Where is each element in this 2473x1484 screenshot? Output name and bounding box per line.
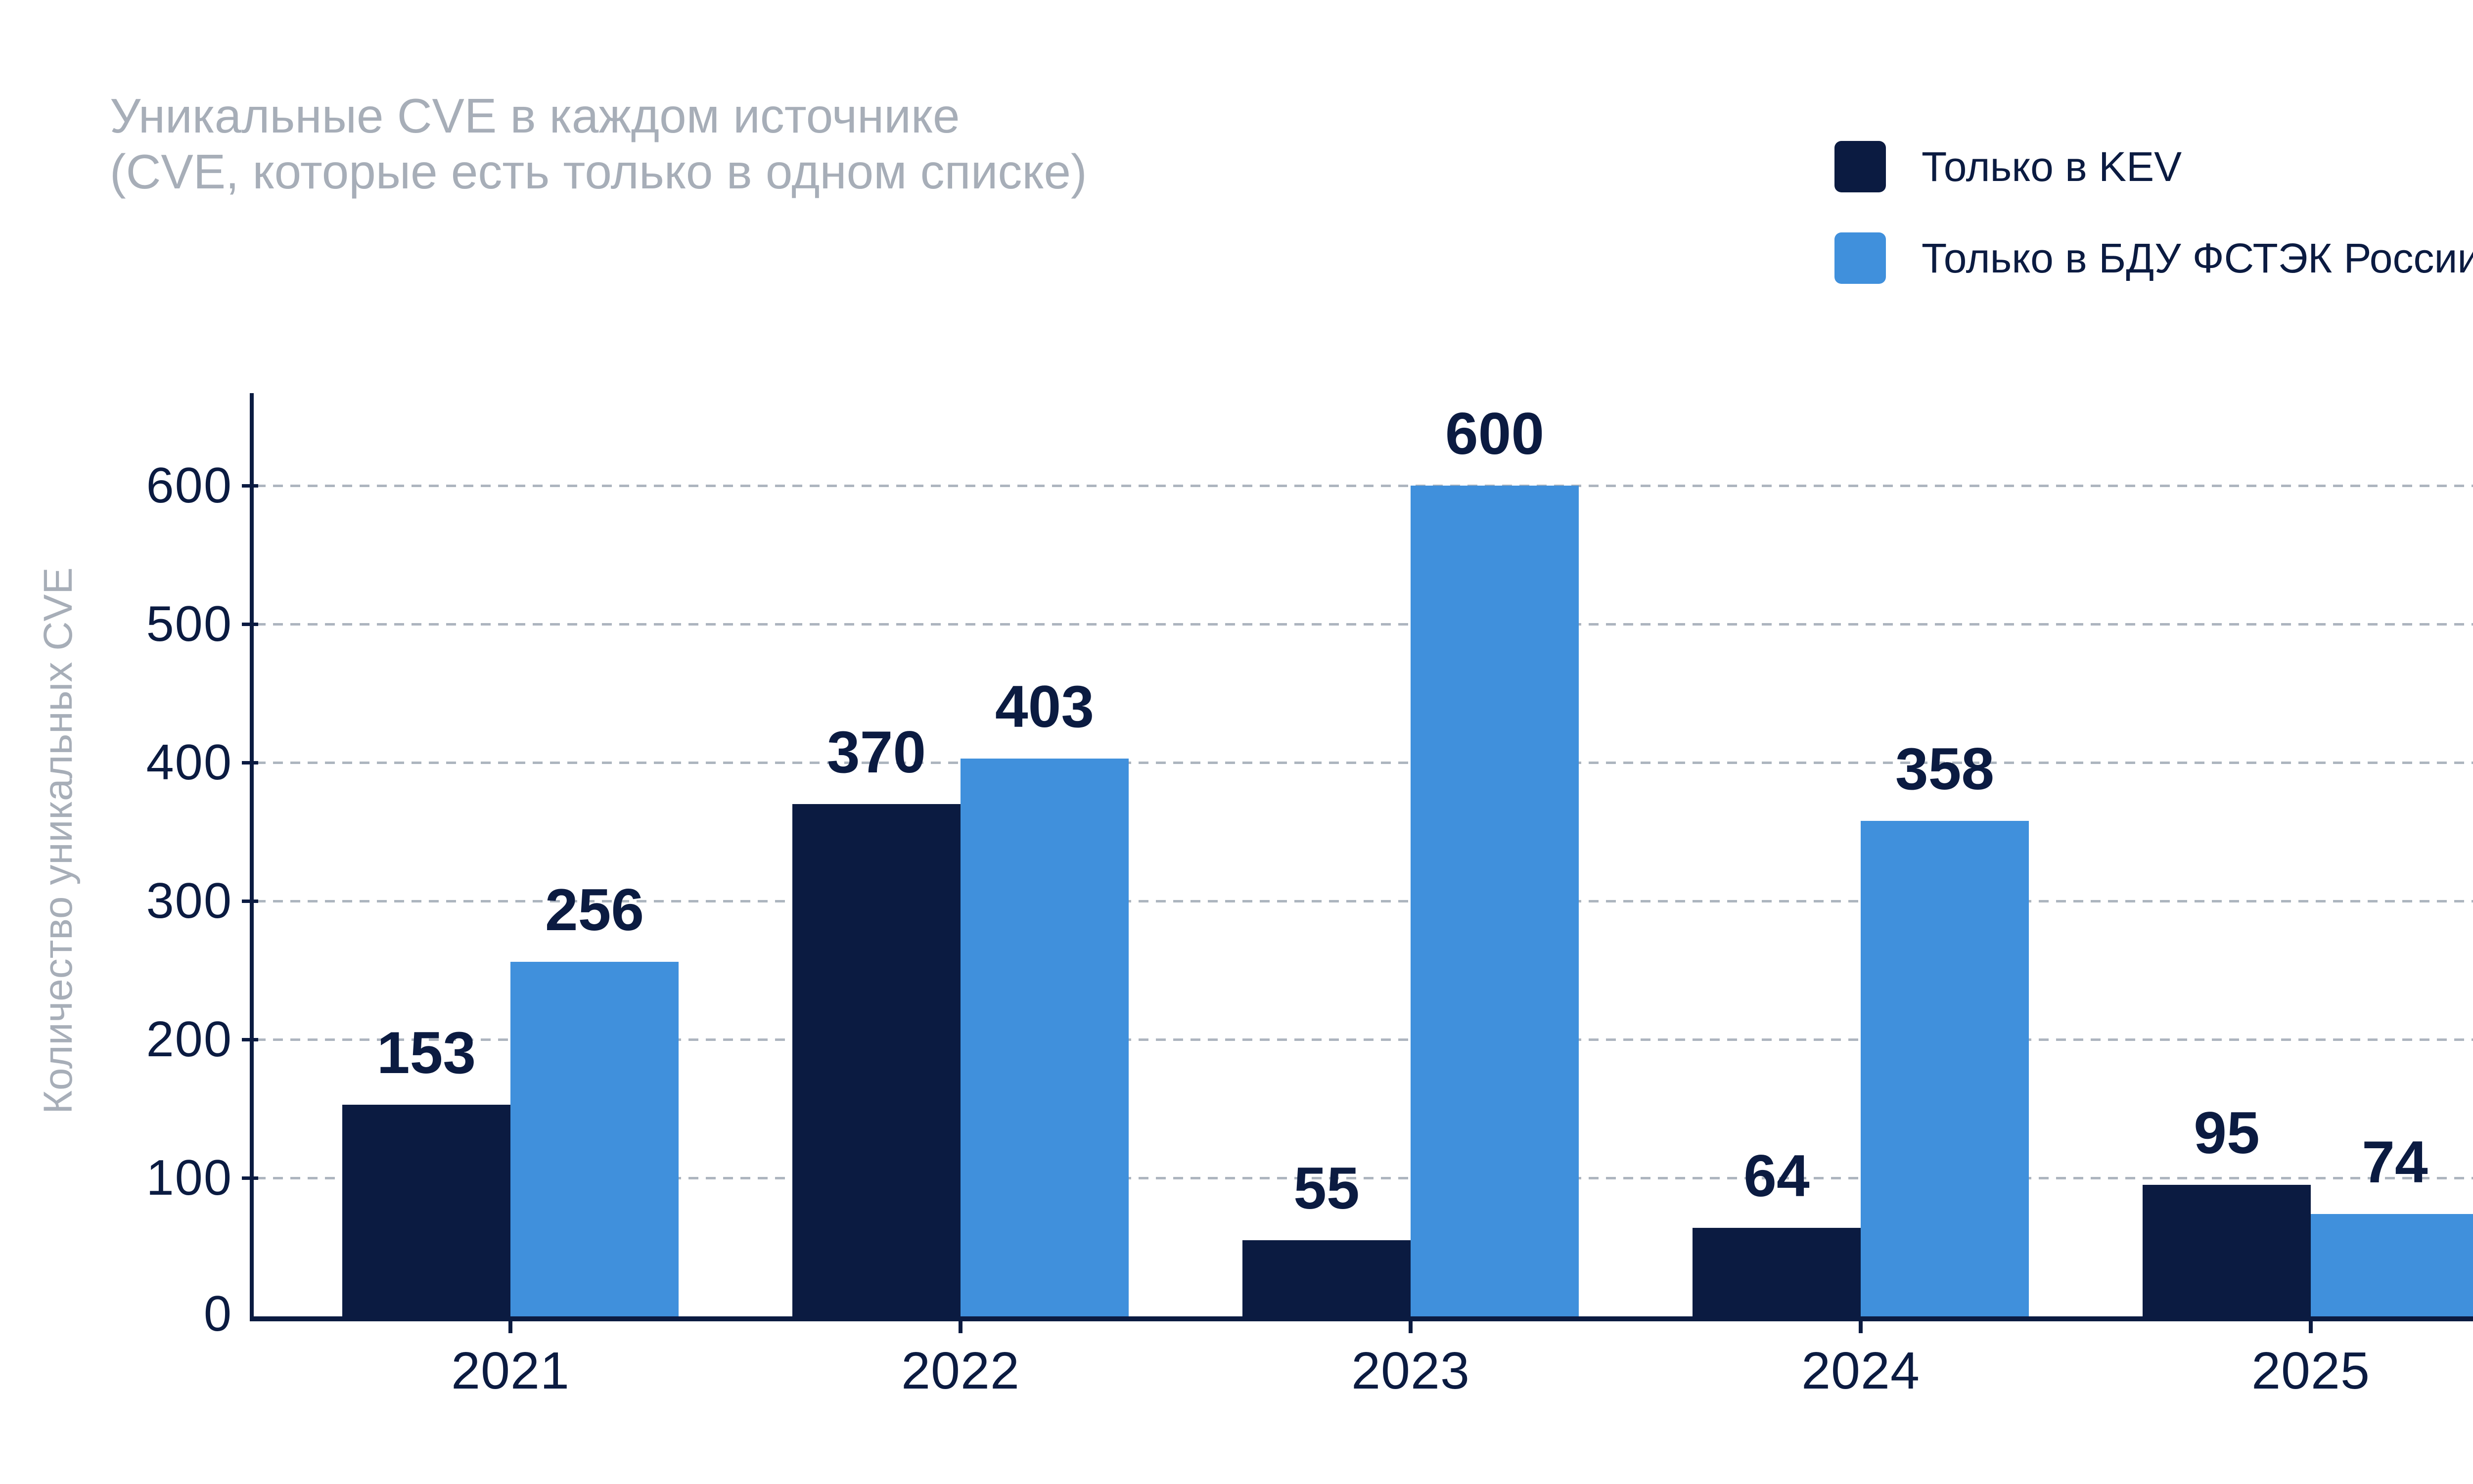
- bar-kev-2022: [792, 804, 961, 1316]
- value-label-bdu-2021: 256: [545, 877, 644, 943]
- legend-swatch-bdu: [1834, 232, 1886, 284]
- y-tick-label-0: 0: [203, 1286, 232, 1342]
- x-tick-label-2023: 2023: [1351, 1342, 1470, 1400]
- legend-label-bdu: Только в БДУ ФСТЭК России: [1922, 235, 2473, 281]
- value-label-kev-2022: 370: [826, 719, 926, 785]
- value-label-kev-2023: 55: [1293, 1155, 1360, 1221]
- y-tick-label-300: 300: [146, 873, 232, 929]
- bar-bdu-2021: [510, 962, 679, 1316]
- y-tick-label-500: 500: [146, 596, 232, 652]
- x-tick-2025: [2309, 1321, 2313, 1333]
- gridline-600: [256, 485, 2473, 487]
- bar-kev-2021: [342, 1105, 510, 1316]
- value-label-kev-2021: 153: [376, 1020, 476, 1086]
- x-tick-label-2024: 2024: [1801, 1342, 1920, 1400]
- bar-kev-2025: [2143, 1185, 2311, 1316]
- gridline-500: [256, 623, 2473, 626]
- x-tick-label-2025: 2025: [2251, 1342, 2370, 1400]
- legend-item-bdu: Только в БДУ ФСТЭК России: [1834, 232, 2473, 284]
- x-tick-2023: [1409, 1321, 1413, 1333]
- bar-bdu-2022: [961, 759, 1129, 1316]
- x-axis-line: [250, 1316, 2473, 1321]
- value-label-bdu-2025: 74: [2362, 1129, 2428, 1195]
- y-axis-title: Количество уникальных CVE: [36, 567, 81, 1114]
- gridline-100: [256, 1177, 2473, 1179]
- value-label-bdu-2024: 358: [1895, 736, 1995, 802]
- chart-title-line1: Уникальные CVE в каждом источнике: [110, 89, 960, 143]
- value-label-kev-2025: 95: [2194, 1100, 2260, 1166]
- y-tick-label-200: 200: [146, 1012, 232, 1067]
- x-tick-2022: [959, 1321, 962, 1333]
- y-axis-line: [250, 393, 254, 1321]
- gridline-200: [256, 1038, 2473, 1041]
- x-tick-2024: [1859, 1321, 1863, 1333]
- y-tick-label-400: 400: [146, 735, 232, 790]
- bar-bdu-2023: [1411, 486, 1579, 1316]
- value-label-bdu-2022: 403: [995, 674, 1095, 740]
- value-label-bdu-2023: 600: [1445, 401, 1545, 467]
- x-tick-label-2022: 2022: [901, 1342, 1020, 1400]
- bar-bdu-2024: [1861, 821, 2029, 1316]
- bar-kev-2023: [1242, 1240, 1411, 1316]
- value-label-kev-2024: 64: [1743, 1143, 1810, 1209]
- legend-item-kev: Только в KEV: [1834, 141, 2182, 192]
- x-tick-label-2021: 2021: [451, 1342, 570, 1400]
- bar-kev-2024: [1693, 1228, 1861, 1316]
- gridline-400: [256, 762, 2473, 764]
- bar-bdu-2025: [2311, 1214, 2473, 1316]
- chart-title-line2: (CVE, которые есть только в одном списке…: [110, 144, 1087, 199]
- x-tick-2021: [508, 1321, 512, 1333]
- y-tick-label-100: 100: [146, 1150, 232, 1206]
- legend-swatch-kev: [1834, 141, 1886, 192]
- gridline-300: [256, 900, 2473, 902]
- legend-label-kev: Только в KEV: [1922, 143, 2182, 190]
- chart-title: Уникальные CVE в каждом источнике (CVE, …: [110, 88, 1087, 200]
- y-tick-label-600: 600: [146, 458, 232, 513]
